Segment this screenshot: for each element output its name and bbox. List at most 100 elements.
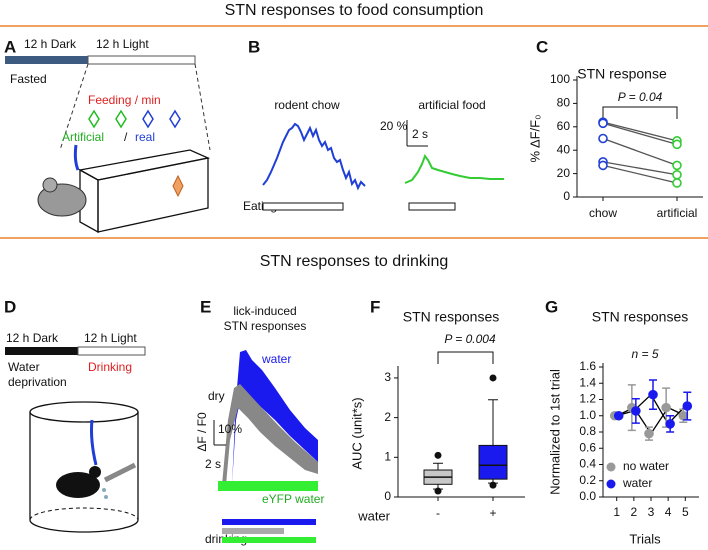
panel-label: C [536,37,548,56]
marker [598,133,608,144]
y-tick-label: 1.6 [579,359,596,373]
x-axis-label: water [357,508,390,523]
marker [661,402,671,413]
label: Fasted [10,72,47,86]
label: eYFP water [262,492,324,506]
outlier [434,451,442,459]
drinking-bar [222,519,316,525]
section-title: STN responses to drinking [260,253,449,270]
eating-bar [408,202,456,211]
x-tick-label: 3 [648,505,655,519]
label: 2 s [205,457,221,471]
x-tick-label: + [489,506,496,520]
marker [678,410,689,421]
marker [598,160,608,171]
x-tick-label: 4 [665,505,672,519]
chart-title: STN responses [592,309,688,325]
outlier [434,487,442,495]
trace [262,122,366,191]
marker [682,401,693,411]
marker [672,169,682,180]
label: 2 s [412,127,428,141]
label: dry [208,389,225,403]
label: / [124,130,128,144]
panel-label: D [4,297,16,316]
spout [103,462,137,483]
cage [29,519,139,533]
panel-label: B [248,37,260,56]
marker [598,118,608,129]
y-tick-label: 0 [563,189,570,203]
dark-bar [5,347,78,355]
y-tick-label: 1.4 [579,375,596,389]
series-line [602,137,678,167]
legend-label: water [622,476,652,490]
label: artificial food [418,98,485,112]
y-axis-label: Normalized to 1st trial [547,369,562,495]
drop [104,495,108,499]
label: ΔF / F0 [195,412,209,452]
label: 12 h Dark [6,331,59,345]
guide [59,63,89,151]
x-tick-label: chow [589,206,617,220]
label: Artificial [62,130,104,144]
panel-d: 12 h Dark 12 h Light Water deprivation D… [5,331,146,533]
marker [672,160,682,171]
x-tick-label: 5 [682,505,689,519]
diamonds [88,109,181,129]
guide [194,63,211,151]
x-tick-label: 2 [631,505,638,519]
mouse [56,472,100,498]
cage [29,507,139,521]
label: STN responses [224,319,307,333]
y-tick-label: 0.6 [579,440,596,454]
marker [672,139,682,150]
panel-label: A [4,37,16,56]
series-line [602,122,678,145]
y-tick-label: 3 [384,370,391,384]
legend-label: no water [623,459,669,473]
light-bar [77,346,146,356]
section-title: STN responses to food consumption [225,2,484,19]
annotation: n = 5 [631,347,658,361]
chart-title: STN response [577,66,667,82]
label: lick-induced [233,304,296,318]
x-tick-label: - [436,506,440,520]
panel-label: G [545,297,558,316]
legend-marker [606,479,616,489]
y-tick-label: 100 [550,72,570,86]
marker [613,410,624,421]
y-tick-label: 0 [384,489,391,503]
x-tick-label: artificial [657,206,698,220]
label: 10% [218,422,242,436]
annotation: P = 0.04 [618,90,663,104]
food [172,174,184,198]
legend-marker [606,462,616,472]
mouse-ear [42,177,58,193]
drinking-bar [222,537,316,543]
marker [631,406,641,416]
annotation: P = 0.004 [444,332,496,346]
panel-label: F [370,297,380,316]
y-tick-label: 0.4 [579,457,596,471]
panel-a: 12 h Dark 12 h Light Fasted Feeding / mi… [5,37,211,234]
marker [665,419,675,429]
y-tick-label: 60 [557,119,571,133]
series-line [602,121,678,142]
y-tick-label: 0.8 [579,424,596,438]
box [478,444,508,480]
chart-title: STN responses [403,309,499,325]
y-tick-label: 40 [557,142,571,156]
chamber [78,149,211,234]
drinking-bar [222,528,284,534]
label: 20 % [380,119,408,133]
y-axis-label: AUC (unit*s) [349,397,364,469]
y-tick-label: 1.2 [579,392,596,406]
y-tick-label: 0.2 [579,473,596,487]
y-axis-label: % ΔF/F₀ [527,114,542,162]
label: 12 h Light [84,331,137,345]
y-tick-label: 0.0 [579,489,596,503]
label: Drinking [88,360,132,374]
marker [644,428,654,439]
